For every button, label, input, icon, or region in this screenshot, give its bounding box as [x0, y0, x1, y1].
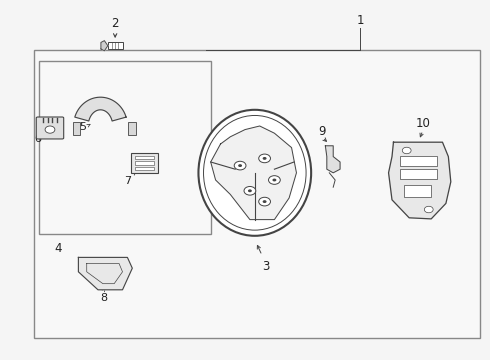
Bar [128, 122, 136, 135]
Circle shape [269, 176, 280, 184]
Text: 7: 7 [123, 176, 131, 186]
Circle shape [238, 164, 242, 167]
Circle shape [248, 189, 252, 192]
Bar [135, 161, 154, 165]
Circle shape [424, 206, 433, 213]
Bar [400, 169, 437, 179]
Text: 5: 5 [79, 122, 86, 132]
Circle shape [263, 157, 267, 160]
Polygon shape [75, 97, 126, 121]
Text: 6: 6 [35, 134, 42, 144]
Text: 3: 3 [262, 260, 270, 273]
Bar [39, 61, 211, 234]
Polygon shape [211, 126, 296, 220]
Bar [404, 185, 431, 197]
Text: 4: 4 [54, 242, 62, 255]
Bar [108, 42, 122, 49]
Text: 2: 2 [111, 17, 119, 30]
Text: 9: 9 [318, 125, 326, 138]
Ellipse shape [198, 110, 311, 236]
Circle shape [259, 154, 270, 163]
Bar [400, 156, 437, 166]
Circle shape [402, 147, 411, 154]
Text: 1: 1 [356, 14, 364, 27]
FancyBboxPatch shape [36, 117, 64, 139]
Bar [34, 50, 480, 338]
Circle shape [263, 200, 267, 203]
Circle shape [244, 186, 256, 195]
Circle shape [45, 126, 55, 133]
Bar [131, 153, 158, 173]
Polygon shape [78, 257, 132, 290]
Bar [135, 167, 154, 170]
Text: 10: 10 [416, 117, 430, 130]
Circle shape [272, 179, 276, 181]
Bar [135, 156, 154, 159]
Polygon shape [389, 142, 451, 219]
Polygon shape [325, 146, 340, 173]
Polygon shape [101, 41, 108, 51]
Ellipse shape [203, 116, 306, 230]
Bar [73, 122, 80, 135]
Text: 8: 8 [100, 293, 108, 303]
Circle shape [259, 197, 270, 206]
Circle shape [234, 161, 246, 170]
